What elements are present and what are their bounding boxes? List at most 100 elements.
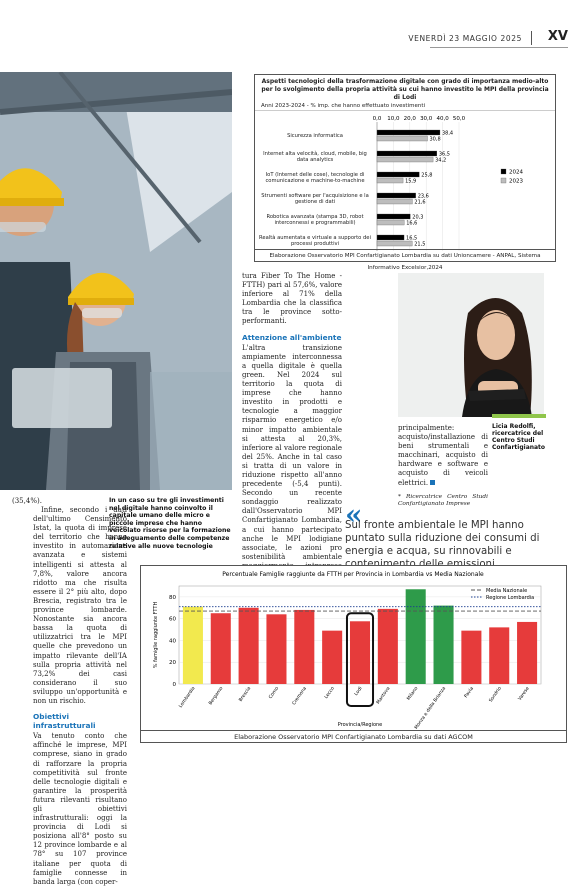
bar-bergamo xyxy=(210,613,231,684)
x-tick-label: Lecco xyxy=(323,686,336,700)
category-label: Sicurezza informatica xyxy=(287,132,343,139)
x-tick-label: Mantova xyxy=(375,686,391,706)
x-tick-label: Varese xyxy=(517,686,531,702)
bar-2023 xyxy=(376,240,413,247)
y-tick-label: 0 xyxy=(173,682,177,688)
x-tick-label: Lodi xyxy=(353,686,363,697)
bar-2024 xyxy=(376,213,411,220)
paragraph: tura Fiber To The Home - FTTH) pari al 5… xyxy=(242,272,342,326)
x-tick-label: Bergamo xyxy=(208,686,225,707)
bar-2024 xyxy=(376,129,441,136)
bar-2024 xyxy=(376,234,405,241)
bar-2024 xyxy=(376,192,416,199)
data-label: 16,5 xyxy=(406,236,417,242)
author-name: Licia Redolfi, xyxy=(492,423,536,430)
x-tick-label: 10,0 xyxy=(387,116,400,122)
investments-infographic: Aspetti tecnologici della trasformazione… xyxy=(254,74,556,271)
quote-mark-icon: « xyxy=(345,498,363,531)
x-tick-label: 20,0 xyxy=(404,116,417,122)
x-tick-label: Sondrio xyxy=(488,686,503,704)
category-label: Internet alta velocità, cloud, mobile, b… xyxy=(263,150,367,163)
data-label: 23,6 xyxy=(418,194,429,200)
end-mark-icon xyxy=(430,480,436,486)
data-label: 21,6 xyxy=(414,200,425,206)
bar-sondrio xyxy=(489,627,510,684)
ftth-bar-chart: Percentuale Famiglie raggiunte da FTTH p… xyxy=(153,571,542,731)
issue-date: VENERDÌ 23 MAGGIO 2025 xyxy=(408,34,522,43)
x-axis-label: Provincia/Regione xyxy=(338,722,383,728)
author-note: * Ricercatrice Centro Studi Confartigian… xyxy=(398,493,488,508)
x-tick-label: 30,0 xyxy=(420,116,433,122)
article-column-1: Infine, secondo i dati dell'ultimo Censi… xyxy=(33,506,127,887)
y-tick-label: 60 xyxy=(169,617,176,623)
data-label: 25,8 xyxy=(421,173,432,179)
author-role: ricercatrice del Centro Studi Confartigi… xyxy=(492,430,546,451)
x-tick-label: Como xyxy=(268,686,281,700)
legend-label: 2024 xyxy=(509,170,523,176)
bar-brescia xyxy=(238,607,259,684)
page-header: VENERDÌ 23 MAGGIO 2025 XV xyxy=(0,0,580,48)
paragraph: principalmente: acquisto/installazione d… xyxy=(398,424,488,487)
data-label: 20,3 xyxy=(412,215,423,221)
x-tick-label: Lombardia xyxy=(178,686,197,710)
category-label-box: Sicurezza informatica xyxy=(287,132,343,139)
bar-monza-e-della-brianza xyxy=(433,605,454,684)
chart-title: Percentuale Famiglie raggiunte da FTTH p… xyxy=(222,571,484,578)
category-label-box: IoT (Internet delle cose), tecnologie di… xyxy=(265,171,365,184)
investments-bar-chart: 0,0 10,0 20,0 30,0 40,0 50,0 Sicurezza informa… xyxy=(259,116,523,251)
bar-cremona xyxy=(294,609,315,684)
category-label: Robotica avanzata (stampa 3D, robot inte… xyxy=(266,213,364,226)
paragraph: Infine, secondo i dati dell'ultimo Censi… xyxy=(33,506,127,705)
bar-2024 xyxy=(376,150,438,157)
category-label-box: Internet alta velocità, cloud, mobile, b… xyxy=(263,150,367,163)
x-tick-label: Milano xyxy=(406,686,420,702)
y-tick-label: 80 xyxy=(169,595,176,601)
data-label: 15,9 xyxy=(405,179,416,185)
paragraph: (35,4%). xyxy=(12,497,42,505)
bar-mantova xyxy=(377,608,398,684)
paragraph: Va tenuto conto che affinché le imprese,… xyxy=(33,732,127,886)
bar-lombardia xyxy=(182,606,203,684)
data-label: 21,5 xyxy=(414,242,425,248)
ftth-infographic: Percentuale Famiglie raggiunte da FTTH p… xyxy=(140,565,567,743)
header-rule xyxy=(430,47,568,48)
x-tick-label: 0,0 xyxy=(373,116,382,122)
data-label: 34,2 xyxy=(435,158,446,164)
data-label: 36,5 xyxy=(439,152,450,158)
article-intro-continuation: (35,4%). xyxy=(12,497,106,506)
category-label-box: Robotica avanzata (stampa 3D, robot inte… xyxy=(266,213,364,226)
bar-lecco xyxy=(322,630,343,684)
photo-caption: In un caso su tre gli investimenti nel d… xyxy=(109,497,231,550)
infographic-title: Aspetti tecnologici della trasformazione… xyxy=(261,78,549,101)
highlight-frame xyxy=(345,612,375,707)
data-label: 38,4 xyxy=(442,131,453,137)
workers-photo xyxy=(0,72,232,490)
bar-2024 xyxy=(376,171,420,178)
bar-como xyxy=(266,614,287,684)
bar-2023 xyxy=(376,135,428,142)
y-axis-label: % famiglie raggiunte FTTH xyxy=(153,602,159,669)
category-label: Strumenti software per l'acquisizione e … xyxy=(261,192,369,205)
category-label: IoT (Internet delle cose), tecnologie di… xyxy=(265,171,365,184)
ftth-source: Elaborazione Osservatorio MPI Confartigi… xyxy=(141,730,566,742)
section-heading: Attenzione all'ambiente xyxy=(242,332,342,342)
x-tick-label: 50,0 xyxy=(453,116,466,122)
category-label-box: Realtà aumentata e virtuale a supporto d… xyxy=(259,234,371,247)
x-tick-label: Pavia xyxy=(463,686,475,700)
page-number: XV xyxy=(547,29,568,44)
infographic-source: Elaborazione Osservatorio MPI Confartigi… xyxy=(255,249,555,271)
category-label: Realtà aumentata e virtuale a supporto d… xyxy=(259,234,371,247)
author-portrait xyxy=(398,273,544,417)
portrait-caption: Licia Redolfi, ricercatrice del Centro S… xyxy=(492,423,562,451)
x-tick-label: Monza e della Brianza xyxy=(413,686,447,730)
header-separator xyxy=(531,31,532,45)
category-label-box: Strumenti software per l'acquisizione e … xyxy=(261,192,369,205)
bar-2023 xyxy=(376,219,405,226)
bar-milano xyxy=(405,589,426,684)
y-tick-label: 20 xyxy=(169,660,176,666)
legend-label: Media Nazionale xyxy=(486,588,527,594)
pull-quote: Sul fronte ambientale le MPI hanno punta… xyxy=(345,520,540,570)
data-label: 16,6 xyxy=(406,221,417,227)
y-tick-label: 40 xyxy=(169,638,176,644)
section-heading: Obiettivi infrastrutturali xyxy=(33,712,96,731)
